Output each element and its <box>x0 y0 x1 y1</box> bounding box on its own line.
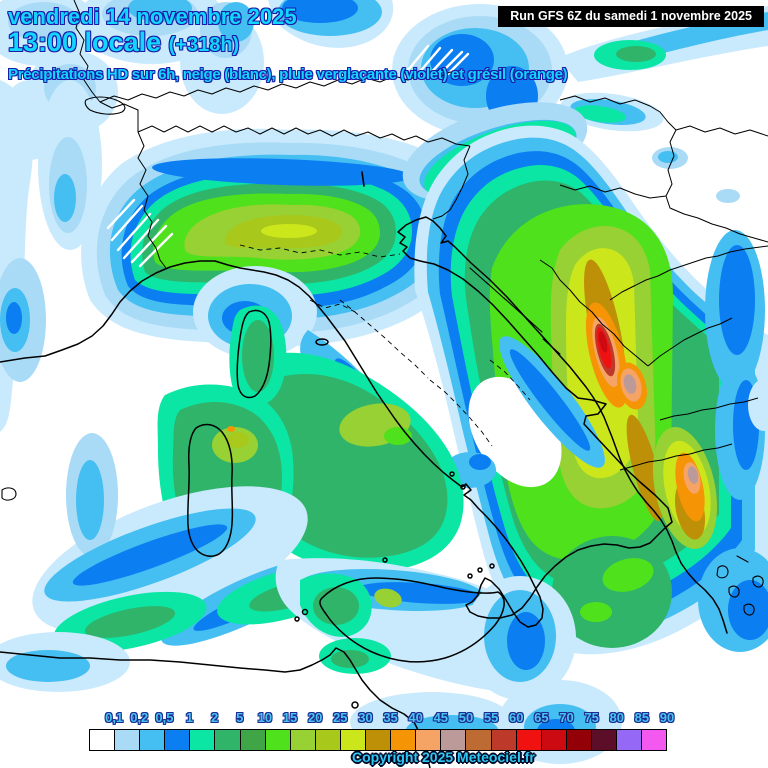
forecast-time-local: 13:00 locale <box>8 27 162 57</box>
legend-label: 60 <box>508 710 524 725</box>
legend-label: 25 <box>333 710 348 725</box>
forecast-time: 13:00 locale (+318h) <box>8 27 239 58</box>
legend-label: 20 <box>307 710 323 725</box>
legend-swatch <box>566 729 592 751</box>
legend-swatch <box>366 729 392 751</box>
legend-swatch <box>616 729 643 751</box>
forecast-hour-offset: (+318h) <box>168 34 240 56</box>
legend-swatch <box>240 729 266 751</box>
legend-label: 45 <box>433 710 449 725</box>
legend-swatch <box>642 729 668 751</box>
forecast-date: vendredi 14 novembre 2025 <box>8 4 297 29</box>
legend-swatch <box>491 729 517 751</box>
national-borders <box>73 0 768 471</box>
legend-swatch <box>265 729 291 751</box>
legend-swatch <box>115 729 141 751</box>
legend-label: 80 <box>609 710 624 725</box>
legend-swatch <box>190 729 216 751</box>
legend-swatch <box>290 729 316 751</box>
legend-label: 35 <box>383 710 398 725</box>
legend-label: 2 <box>211 710 219 725</box>
copyright-notice: Copyright 2025 Meteociel.fr <box>352 749 535 765</box>
legend-swatch <box>466 729 492 751</box>
legend-swatch <box>591 729 617 751</box>
legend-label: 55 <box>483 710 499 725</box>
legend-swatch <box>340 729 367 751</box>
legend-swatch <box>165 729 191 751</box>
regional-borders-dashed <box>239 244 531 447</box>
legend-swatch <box>89 729 116 751</box>
legend-swatch <box>391 729 417 751</box>
legend-label: 30 <box>358 710 373 725</box>
legend-label: 50 <box>458 710 474 725</box>
legend-swatch <box>516 729 542 751</box>
model-run-info: Run GFS 6Z du samedi 1 novembre 2025 <box>498 6 764 27</box>
legend-label: 0,5 <box>155 710 174 725</box>
legend-swatch <box>441 729 467 751</box>
snow-hatching <box>106 44 470 268</box>
legend-label: 75 <box>584 710 599 725</box>
legend-label: 15 <box>282 710 298 725</box>
legend-swatch <box>140 729 166 751</box>
map-subtitle: Précipitations HD sur 6h, neige (blanc),… <box>8 66 568 83</box>
legend-swatch <box>215 729 241 751</box>
legend-label: 0,1 <box>105 710 124 725</box>
legend-label: 10 <box>257 710 273 725</box>
legend-label: 0,2 <box>130 710 149 725</box>
legend-swatch <box>416 729 442 751</box>
legend-swatch <box>315 729 341 751</box>
legend-label: 85 <box>634 710 650 725</box>
legend-label: 1 <box>185 710 194 725</box>
legend-label: 70 <box>559 710 574 725</box>
legend-swatch <box>541 729 567 751</box>
legend-label: 40 <box>408 710 423 725</box>
precipitation-legend: 0,1 0,2 0,5 1 2 5 10 15 20 25 30 35 40 45 50 55 60 65 70 75… <box>89 710 674 751</box>
legend-label: 65 <box>534 710 549 725</box>
legend-label: 5 <box>236 710 244 725</box>
legend-label: 90 <box>659 710 675 725</box>
